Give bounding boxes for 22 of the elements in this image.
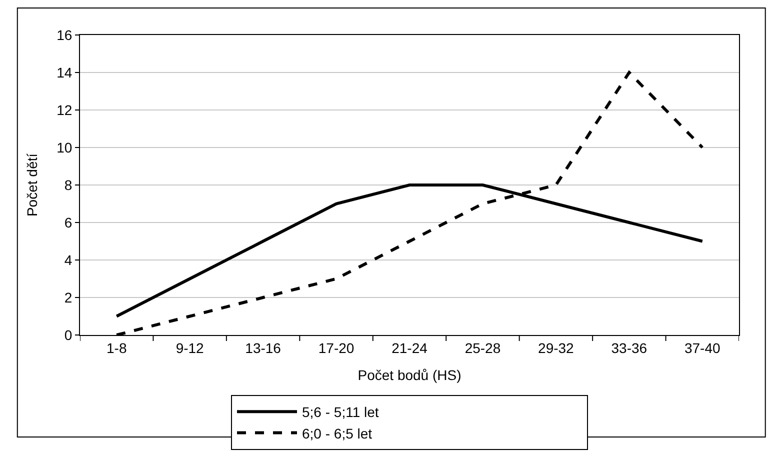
x-axis-title: Počet bodů (HS) bbox=[358, 367, 462, 384]
legend-label: 5;6 - 5;11 let bbox=[302, 404, 379, 420]
x-tick-label: 21-24 bbox=[392, 340, 428, 356]
x-tick-label: 33-36 bbox=[611, 340, 648, 356]
x-tick-label: 37-40 bbox=[684, 340, 721, 356]
x-tick-label: 1-8 bbox=[106, 340, 127, 356]
y-tick-label: 14 bbox=[56, 64, 72, 80]
x-tick-label: 17-20 bbox=[318, 340, 354, 356]
y-axis-title: Počet dětí bbox=[24, 153, 40, 217]
x-tick-label: 13-16 bbox=[245, 340, 282, 356]
y-tick-label: 0 bbox=[64, 326, 72, 343]
y-tick-label: 4 bbox=[64, 252, 72, 268]
y-tick-label: 6 bbox=[64, 214, 72, 230]
y-tick-label: 8 bbox=[64, 176, 72, 193]
legend-label: 6;0 - 6;5 let bbox=[302, 425, 372, 442]
y-tick-label: 2 bbox=[64, 289, 72, 306]
x-tick-label: 9-12 bbox=[176, 340, 204, 356]
x-tick-label: 25-28 bbox=[464, 340, 501, 356]
y-tick-label: 16 bbox=[56, 26, 72, 43]
y-tick-label: 12 bbox=[56, 102, 72, 118]
x-tick-label: 29-32 bbox=[538, 340, 574, 356]
y-tick-label: 10 bbox=[56, 139, 72, 156]
